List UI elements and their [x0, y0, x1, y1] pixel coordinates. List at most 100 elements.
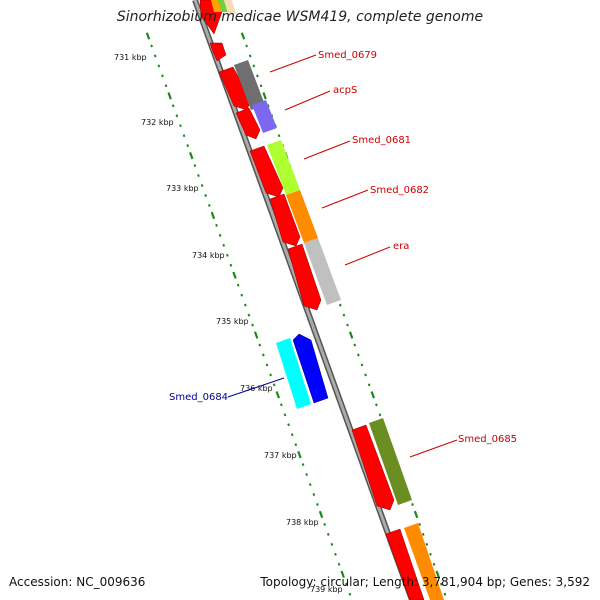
gene-label-smed-0685: Smed_0685 [458, 434, 517, 445]
gc-left-dot [258, 343, 262, 347]
gc-left-dot [197, 174, 200, 178]
gc-left-dot [186, 144, 190, 148]
gc-left-dot [232, 271, 237, 279]
gc-left-dot [283, 413, 287, 417]
gc-left-dot [167, 92, 172, 100]
accession-text: Accession: NC_009636 [9, 575, 146, 589]
gc-right-dot [248, 54, 252, 58]
gc-left-dot [269, 373, 272, 377]
gc-left-dot [330, 542, 334, 546]
gc-left-dot [171, 104, 175, 108]
gene-label-smed-0681: Smed_0681 [352, 135, 411, 146]
tick-label: 734 kbp [192, 251, 225, 260]
gene-label-era: era [393, 241, 409, 252]
gc-left-dot [297, 450, 302, 459]
gc-left-dot [222, 243, 226, 247]
gc-left-dot [207, 203, 211, 207]
gc-left-dot [189, 151, 194, 160]
gc-left-dot [218, 233, 222, 237]
page-title: Sinorhizobium medicae WSM419, complete g… [116, 9, 484, 25]
gc-left-dot [308, 483, 312, 487]
gc-right-dot [277, 134, 281, 138]
gc-right-dot [435, 570, 440, 578]
gc-left-dot [312, 493, 316, 496]
gc-right-dot [357, 353, 360, 357]
gc-left-dot [229, 263, 233, 267]
gc-left-dot [164, 84, 168, 88]
gene-label-smed-0679: Smed_0679 [318, 50, 377, 61]
gc-right-dot [375, 403, 378, 407]
gc-left-dot [301, 463, 305, 467]
gc-left-dot [326, 532, 330, 536]
gene-top-partial [199, 0, 236, 62]
gc-left-dot [210, 211, 216, 220]
topology-text: Topology: circular; Length: 3,781,904 bp… [260, 575, 590, 589]
gene-smed-0685[interactable] [351, 418, 412, 511]
gc-left-dot [280, 403, 283, 407]
gc-left-dot [318, 510, 324, 519]
gc-right-dot [353, 343, 357, 347]
gc-left-dot [161, 74, 164, 78]
gc-skew-track-left [145, 32, 352, 596]
gc-right-dot [439, 582, 443, 586]
tick-label: 735 kbp [216, 317, 249, 326]
gene-smed-0682[interactable] [269, 190, 318, 247]
gc-right-dot [413, 510, 419, 519]
gene-era[interactable] [287, 238, 341, 311]
tick-label: 737 kbp [264, 451, 297, 460]
gc-left-dot [157, 64, 161, 68]
gene-label-smed-0682: Smed_0682 [370, 185, 429, 196]
tick-label: 731 kbp [114, 53, 147, 62]
gc-left-dot [272, 383, 276, 387]
gc-right-dot [240, 32, 246, 40]
gc-left-dot [348, 592, 352, 596]
gc-left-dot [262, 353, 265, 357]
gc-left-dot [150, 44, 153, 48]
gc-right-dot [256, 74, 259, 78]
gc-left-dot [316, 503, 319, 506]
gc-left-dot [323, 522, 327, 526]
gc-right-dot [259, 84, 263, 88]
gc-left-dot [200, 184, 204, 187]
gene-smed-0684[interactable] [276, 333, 329, 409]
gc-left-dot [236, 283, 240, 287]
gc-left-dot [337, 562, 341, 566]
gc-left-dot [340, 570, 345, 578]
gc-left-dot [193, 164, 197, 168]
gene-bottom-partial[interactable] [385, 523, 444, 600]
gc-right-dot [425, 542, 429, 546]
gc-right-dot [432, 562, 436, 566]
gc-right-dot [262, 92, 267, 100]
gc-left-dot [290, 433, 294, 437]
gene-smed-0679[interactable] [218, 60, 265, 111]
gene-acps[interactable] [235, 100, 277, 140]
tick-label: 739 kbp [310, 585, 343, 594]
gc-right-dot [364, 373, 367, 377]
gc-left-dot [179, 124, 182, 128]
gc-right-dot [429, 552, 432, 556]
gc-left-dot [294, 443, 298, 447]
gc-right-dot [360, 363, 364, 367]
gc-left-dot [287, 423, 290, 427]
gc-right-dot [338, 303, 342, 307]
gc-right-dot [411, 503, 414, 506]
gc-left-dot [215, 223, 218, 227]
gc-right-dot [342, 313, 346, 317]
gene-label-smed-0684: Smed_0684 [169, 392, 228, 403]
gc-left-dot [253, 331, 259, 339]
gc-left-dot [225, 253, 229, 257]
gc-right-dot [418, 522, 422, 526]
gc-left-dot [204, 194, 208, 197]
gene-smed-0681[interactable] [249, 140, 300, 198]
gene-label-acps: acpS [333, 85, 357, 96]
gc-left-dot [240, 293, 244, 297]
gc-left-dot [275, 391, 281, 399]
gc-left-dot [344, 582, 348, 586]
gc-left-dot [175, 114, 179, 118]
gc-right-dot [346, 323, 349, 327]
gc-right-dot [370, 391, 376, 399]
tick-label: 733 kbp [166, 184, 199, 193]
tick-label: 736 kbp [240, 384, 273, 393]
gc-left-dot [243, 303, 247, 307]
